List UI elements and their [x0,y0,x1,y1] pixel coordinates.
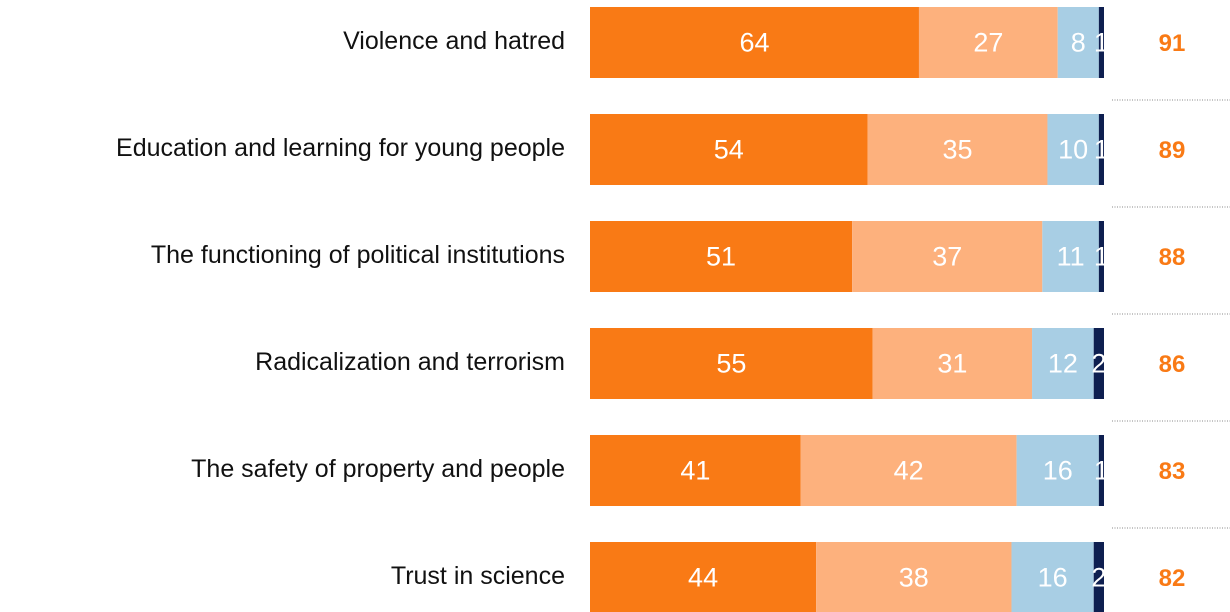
bar-segment [590,7,919,78]
bar-segment [918,7,1058,78]
bar-segment [800,435,1017,506]
total-label: 91 [1159,30,1186,57]
total-label: 83 [1159,458,1186,485]
bar-segment [872,328,1033,399]
bar-segment [1011,542,1094,612]
segment-label: 55 [716,349,746,379]
category-label: Trust in science [391,562,565,590]
total-label: 82 [1159,565,1186,592]
segment-label: 44 [688,563,718,593]
bar-segment [1098,7,1104,78]
bar-segment [867,114,1048,185]
bar-segment [1098,221,1104,292]
segment-label: 54 [714,135,744,165]
bar-segment [1047,114,1099,185]
segment-label: 64 [739,28,769,58]
segment-label: 35 [942,135,972,165]
segment-label: 11 [1057,242,1085,272]
category-label: Violence and hatred [343,27,565,55]
segment-label: 2 [1091,563,1106,593]
total-label: 86 [1159,351,1186,378]
segment-label: 51 [706,242,736,272]
segment-label: 31 [937,349,967,379]
segment-label: 1 [1094,456,1109,486]
bar-segment [1042,221,1099,292]
bar-segment [1093,328,1104,399]
bar-segment [590,221,853,292]
segment-label: 2 [1091,349,1106,379]
bar-segment [590,328,873,399]
total-label: 89 [1159,137,1186,164]
bar-segment [590,114,868,185]
segment-label: 42 [894,456,924,486]
category-label: The safety of property and people [191,455,565,483]
bar-segment [1032,328,1094,399]
segment-label: 1 [1094,28,1109,58]
segment-label: 1 [1094,242,1109,272]
segment-label: 38 [899,563,929,593]
category-label: Education and learning for young people [116,134,565,162]
segment-label: 1 [1094,135,1109,165]
segment-label: 16 [1043,456,1073,486]
segment-label: 12 [1048,349,1078,379]
segment-label: 41 [680,456,710,486]
bar-segment [816,542,1012,612]
bar-segment [1093,542,1104,612]
bar-segment [852,221,1043,292]
bar-segment [1098,114,1104,185]
segment-label: 16 [1038,563,1068,593]
category-label: Radicalization and terrorism [255,348,565,376]
bar-segment [590,435,801,506]
bar-segment [1057,7,1099,78]
bar-segment [1098,435,1104,506]
total-label: 88 [1159,244,1186,271]
bar-segment [1016,435,1099,506]
segment-label: 27 [973,28,1003,58]
bar-segment [590,542,817,612]
segment-label: 37 [932,242,962,272]
segment-label: 8 [1071,28,1086,58]
category-label: The functioning of political institution… [151,241,565,269]
segment-label: 10 [1058,135,1088,165]
